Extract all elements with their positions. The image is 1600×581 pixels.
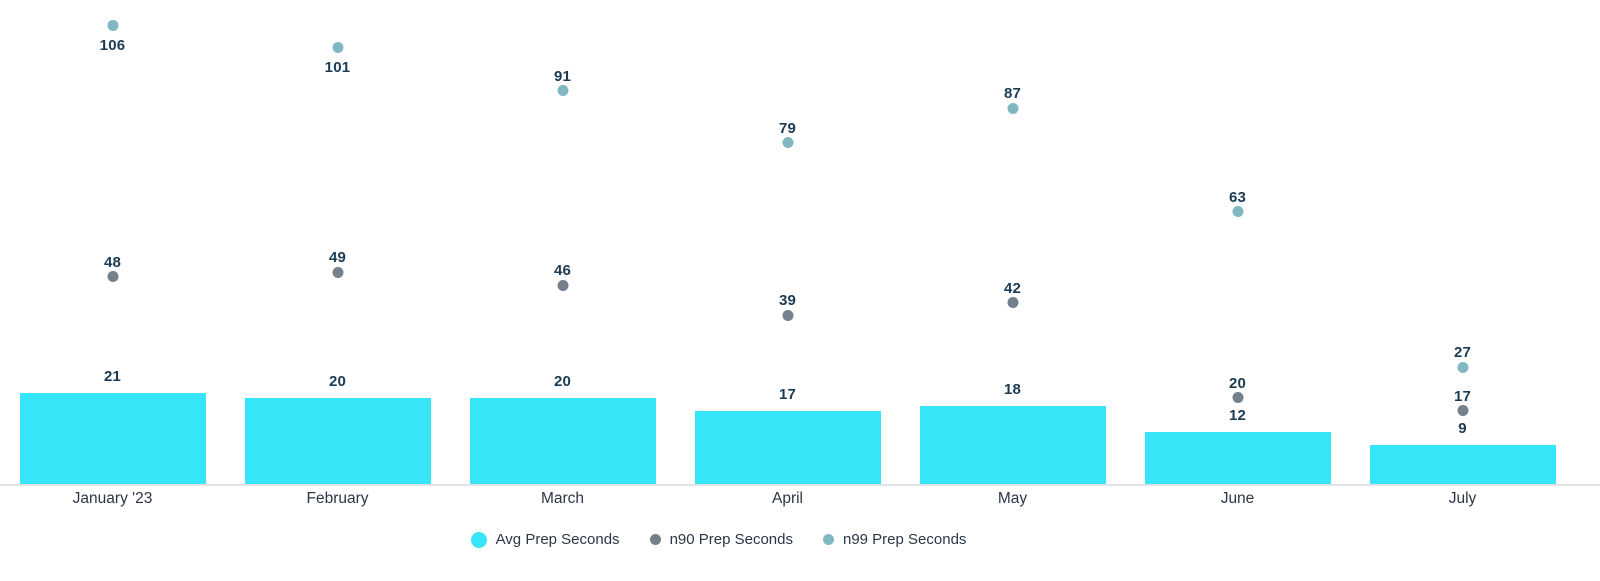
x-axis-label: April — [771, 490, 803, 507]
n90-dot[interactable] — [107, 271, 118, 283]
n99-dot[interactable] — [557, 85, 568, 97]
x-axis-label: May — [997, 490, 1028, 507]
avg-prep-bar[interactable] — [1369, 445, 1556, 484]
x-axis-label: June — [1220, 490, 1255, 507]
n90-dot[interactable] — [332, 266, 343, 278]
avg-prep-bar[interactable] — [919, 406, 1106, 484]
plot-area: 21 48 106 20 49 101 20 46 91 17 39 79 18 42 87 12 20 63 9 1… — [0, 0, 1575, 484]
avg-prep-value-label: 9 — [1458, 420, 1467, 438]
avg-prep-bar[interactable] — [19, 393, 206, 484]
legend-item-avg-prep-seconds[interactable]: Avg Prep Seconds — [470, 531, 620, 548]
n99-value-label: 79 — [778, 119, 797, 137]
x-axis-label: February — [306, 490, 369, 507]
legend-swatch-n99-icon — [822, 534, 834, 545]
chart-column: 20 49 101 — [225, 0, 450, 484]
legend-swatch-avg-icon — [470, 531, 487, 548]
n90-value-label: 49 — [328, 249, 347, 267]
n99-dot[interactable] — [107, 20, 118, 32]
avg-prep-value-label: 18 — [1003, 381, 1022, 399]
chart-column: 17 39 79 — [675, 0, 900, 484]
n90-dot[interactable] — [557, 279, 568, 291]
legend-label-n99: n99 Prep Seconds — [842, 531, 967, 548]
avg-prep-value-label: 12 — [1228, 407, 1247, 425]
n99-dot[interactable] — [1457, 361, 1468, 373]
n99-value-label: 91 — [553, 67, 572, 85]
chart-column: 20 46 91 — [450, 0, 675, 484]
chart-column: 12 20 63 — [1125, 0, 1350, 484]
chart-column: 21 48 106 — [0, 0, 225, 484]
n99-dot[interactable] — [782, 137, 793, 149]
legend-item-n99-prep-seconds[interactable]: n99 Prep Seconds — [822, 531, 967, 548]
x-axis-labels: January '23 February March April May June July — [0, 488, 1575, 510]
n99-dot[interactable] — [332, 42, 343, 54]
avg-prep-value-label: 20 — [553, 372, 572, 390]
legend-item-n90-prep-seconds[interactable]: n90 Prep Seconds — [649, 531, 793, 548]
avg-prep-value-label: 20 — [328, 372, 347, 390]
chart-column: 9 17 27 — [1350, 0, 1575, 484]
n99-value-label: 27 — [1453, 344, 1472, 362]
n90-value-label: 20 — [1228, 374, 1247, 392]
chart-column: 18 42 87 — [900, 0, 1125, 484]
n90-dot[interactable] — [1457, 405, 1468, 417]
avg-prep-bar[interactable] — [694, 410, 881, 484]
n99-value-label: 87 — [1003, 85, 1022, 103]
avg-prep-value-label: 21 — [103, 368, 122, 386]
n99-value-label: 101 — [324, 58, 351, 76]
n90-value-label: 48 — [103, 253, 122, 271]
n90-value-label: 46 — [553, 262, 572, 280]
n99-dot[interactable] — [1232, 206, 1243, 218]
legend-swatch-n90-icon — [649, 534, 661, 545]
x-axis-label: January '23 — [72, 490, 153, 507]
x-axis-line — [0, 484, 1600, 486]
n99-value-label: 63 — [1228, 188, 1247, 206]
n90-value-label: 17 — [1453, 387, 1472, 405]
avg-prep-bar[interactable] — [469, 397, 656, 484]
x-axis-label: July — [1448, 490, 1477, 507]
n90-value-label: 42 — [1003, 279, 1022, 297]
x-axis-label: March — [540, 490, 585, 507]
n99-dot[interactable] — [1007, 102, 1018, 114]
legend-label-n90: n90 Prep Seconds — [669, 531, 793, 548]
avg-prep-bar[interactable] — [244, 397, 431, 484]
n90-dot[interactable] — [1232, 392, 1243, 404]
n90-value-label: 39 — [778, 292, 797, 310]
avg-prep-value-label: 17 — [778, 385, 797, 403]
legend-label-avg: Avg Prep Seconds — [495, 531, 620, 548]
n99-value-label: 106 — [99, 36, 126, 54]
avg-prep-bar[interactable] — [1144, 432, 1331, 484]
n90-dot[interactable] — [1007, 297, 1018, 308]
n90-dot[interactable] — [782, 309, 793, 321]
legend: Avg Prep Seconds n90 Prep Seconds n99 Pr… — [0, 531, 1437, 548]
